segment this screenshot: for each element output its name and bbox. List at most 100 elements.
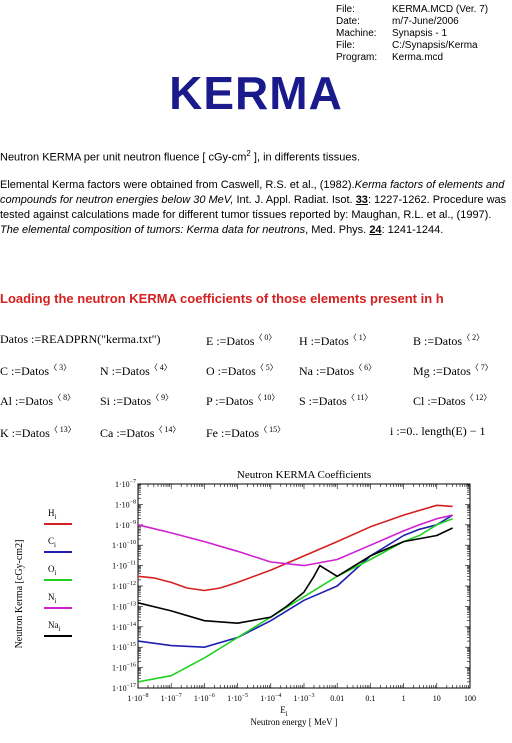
header-value: Kerma.mcd	[392, 52, 444, 63]
plot-frame	[137, 483, 471, 689]
section-heading: Loading the neutron KERMA coefficients o…	[0, 291, 444, 306]
equation-column-index: 〈 12〉	[465, 393, 492, 402]
equation-column-index: 〈 6〉	[354, 363, 377, 372]
equation-column-index: 〈 0〉	[254, 333, 277, 342]
equation[interactable]: H :=Datos〈 1〉	[299, 332, 371, 349]
equation-text: Fe :=Datos	[206, 426, 260, 440]
page-title: KERMA	[169, 67, 343, 119]
legend-label: Hi	[48, 508, 57, 521]
equation-text: Datos :=READPRN("kerma.txt")	[0, 332, 161, 346]
equation-text: H :=Datos	[299, 334, 349, 348]
header-value: m/7-June/2006	[392, 16, 459, 27]
x-tick-label: 0.1	[365, 694, 375, 703]
x-tick-label: 1·10−4	[260, 693, 281, 703]
file-info-header: File: KERMA.MCD (Ver. 7) Date: m/7-June/200…	[336, 4, 488, 64]
x-tick-label: 1·10−8	[127, 693, 148, 703]
equation-column-index: 〈 8〉	[53, 393, 76, 402]
series-line	[137, 517, 453, 683]
y-tick-label: 1·10−10	[112, 540, 136, 550]
equation-text: Na :=Datos	[299, 364, 355, 378]
legend-label: Ci	[48, 536, 56, 549]
header-row: File: KERMA.MCD (Ver. 7)	[336, 4, 488, 16]
header-key: Machine:	[336, 28, 377, 39]
legend-label: Ni	[48, 592, 57, 605]
equation-text: C :=Datos	[0, 364, 50, 378]
equation[interactable]: C :=Datos〈 3〉	[0, 362, 71, 379]
equation[interactable]: K :=Datos〈 13〉	[0, 424, 76, 441]
y-tick-label: 1·10−9	[115, 520, 136, 530]
header-value: C:/Synapsis/Kerma	[392, 40, 478, 51]
equation-column-index: 〈 7〉	[470, 363, 493, 372]
y-tick-label: 1·10−16	[112, 663, 136, 673]
equation-text: K :=Datos	[0, 426, 50, 440]
equation-text: S :=Datos	[299, 394, 347, 408]
equation-text: E :=Datos	[206, 334, 255, 348]
x-tick-label: 1·10−5	[227, 693, 248, 703]
series-line	[137, 514, 453, 567]
header-key: Date:	[336, 16, 360, 27]
equation[interactable]: E :=Datos〈 0〉	[206, 332, 276, 349]
equation-column-index: 〈 3〉	[49, 363, 72, 372]
x-tick-label: 100	[464, 694, 476, 703]
x-tick-label: 1·10−6	[194, 693, 215, 703]
equation-text: P :=Datos	[206, 394, 254, 408]
header-key: File:	[336, 40, 355, 51]
y-tick-label: 1·10−14	[112, 622, 136, 632]
header-key: Program:	[336, 52, 378, 63]
x-tick-label: 0.01	[330, 694, 344, 703]
equation-column-index: 〈 9〉	[151, 393, 174, 402]
equation[interactable]: Cl :=Datos〈 12〉	[413, 392, 491, 409]
x-tick-label: 1·10−7	[161, 693, 182, 703]
equation[interactable]: Mg :=Datos〈 7〉	[413, 362, 493, 379]
equation-text: O :=Datos	[206, 364, 256, 378]
equation-text: Mg :=Datos	[413, 364, 471, 378]
equation-text: Si :=Datos	[100, 394, 152, 408]
x-tick-label: 1·10−3	[293, 693, 314, 703]
y-tick-label: 1·10−15	[112, 642, 136, 652]
equation-text: Al :=Datos	[0, 394, 54, 408]
equation-text: Ca :=Datos	[100, 426, 155, 440]
equation-column-index: 〈 1〉	[348, 333, 371, 342]
y-tick-label: 1·10−11	[112, 561, 136, 571]
equation-text: Cl :=Datos	[413, 394, 466, 408]
references-paragraph: Elemental Kerma factors were obtained fr…	[0, 179, 507, 236]
equation-column-index: 〈 14〉	[154, 425, 181, 434]
intro-text: Neutron KERMA per unit neutron fluence […	[0, 149, 361, 164]
y-tick-label: 1·10−13	[112, 601, 136, 611]
equation-text: i :=0.. length(E) − 1	[390, 424, 486, 438]
equation[interactable]: N :=Datos〈 4〉	[100, 362, 172, 379]
header-row: File: C:/Synapsis/Kerma	[336, 40, 488, 52]
equation-text: B :=Datos	[413, 334, 463, 348]
equation[interactable]: Na :=Datos〈 6〉	[299, 362, 376, 379]
y-tick-label: 1·10−12	[112, 581, 136, 591]
equation-text: N :=Datos	[100, 364, 150, 378]
equation[interactable]: Fe :=Datos〈 15〉	[206, 424, 285, 441]
equation[interactable]: Si :=Datos〈 9〉	[100, 392, 173, 409]
equation[interactable]: Ca :=Datos〈 14〉	[100, 424, 180, 441]
equation[interactable]: Al :=Datos〈 8〉	[0, 392, 75, 409]
equation[interactable]: i :=0.. length(E) − 1	[390, 424, 486, 439]
header-row: Program: Kerma.mcd	[336, 52, 488, 64]
header-row: Date: m/7-June/2006	[336, 16, 488, 28]
y-axis-label: Neutron Kerma [cGy-cm2]	[14, 540, 25, 649]
equation[interactable]: S :=Datos〈 11〉	[299, 392, 372, 409]
header-row: Machine: Synapsis - 1	[336, 28, 488, 40]
equation[interactable]: B :=Datos〈 2〉	[413, 332, 484, 349]
equation-column-index: 〈 11〉	[346, 393, 373, 402]
header-value: Synapsis - 1	[392, 28, 448, 39]
x-tick-label: 10	[433, 694, 441, 703]
series-line	[137, 527, 453, 624]
legend-label: Nai	[48, 620, 61, 633]
equation[interactable]: O :=Datos〈 5〉	[206, 362, 278, 379]
x-axis-label: Neutron energy [ MeV ]	[250, 717, 337, 727]
equation[interactable]: P :=Datos〈 10〉	[206, 392, 279, 409]
equation-column-index: 〈 13〉	[49, 425, 76, 434]
legend-label: Oi	[48, 564, 57, 577]
equation-column-index: 〈 15〉	[259, 425, 286, 434]
x-tick-label: 1	[402, 694, 406, 703]
y-tick-label: 1·10−7	[115, 479, 136, 489]
y-tick-label: 1·10−8	[115, 499, 136, 509]
header-key: File:	[336, 4, 355, 15]
equation[interactable]: Datos :=READPRN("kerma.txt")	[0, 332, 161, 347]
chart-title: Neutron KERMA Coefficients	[237, 469, 371, 481]
